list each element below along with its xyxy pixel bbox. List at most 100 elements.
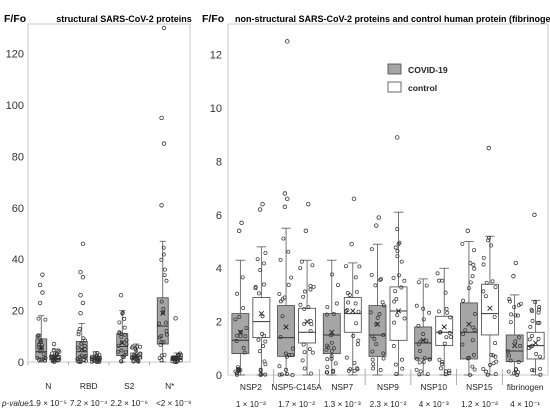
left-N-covid-point [37,349,42,354]
right-NSP5-C145A-covid-box [277,305,295,357]
left-N-control-point [49,354,54,359]
right-NSP5-C145A-control-outlier [306,201,311,207]
left-RBD-covid-outlier [80,275,86,280]
left-N*-covid-outlier [159,115,164,121]
left-N-covid-point [43,356,48,361]
left-p-value: <2 × 10⁻⁹ [156,399,192,408]
right-fibrinogen-control-point [533,300,538,305]
right-NSP5-C145A-control-point [301,342,306,347]
right-NSP10-control-mean-marker [441,324,447,330]
right-NSP9-control-point [402,278,407,283]
right-NSP7-covid-point [324,347,329,352]
left-N-control-point [52,358,57,363]
right-fibrinogen-control-point [538,366,543,371]
right-NSP7-covid-point [331,346,336,351]
right-NSP5-C145A-covid-point [284,371,289,376]
right-category-label: NSP10 [420,382,447,392]
left-N*-control-point [177,352,181,357]
left-S2-covid-point [123,350,128,355]
right-p-value: 1 × 10⁻² [236,400,266,409]
right-NSP10-covid-point [417,348,422,353]
left-N*-covid-point [161,306,166,311]
left-RBD-covid-point [76,329,81,334]
left-RBD-covid-point [79,341,84,346]
right-NSP10-control-point [443,290,448,295]
right-NSP15-covid-point [468,261,473,266]
right-NSP15-covid-point [463,328,468,333]
right-category-label: NSP5-C145A [271,382,322,392]
right-NSP5-C145A-control-point [298,302,303,307]
right-NSP9-covid-point [381,351,386,356]
right-category-label: NSP15 [466,382,493,392]
right-category-label: NSP7 [331,382,353,392]
right-fibrinogen-control-point [537,305,542,310]
right-NSP2-covid-point [243,334,248,339]
right-NSP15-control-point [492,314,497,319]
right-NSP7-control-point [352,368,357,373]
right-NSP10-covid-point [414,303,419,308]
right-p-value: 4 × 10⁻³ [419,400,449,409]
right-NSP9-covid-point [373,283,378,288]
left-RBD-control-point [97,356,102,361]
right-NSP9-control-point [400,366,405,371]
right-NSP15-control-point [484,294,488,299]
right-NSP2-control-point [263,372,268,377]
left-S2-covid-point [122,325,127,330]
right-NSP9-covid-point [377,312,382,317]
right-NSP10-covid-point [417,372,422,377]
right-NSP9-control-point [397,273,401,278]
left-S2-covid-point [119,348,124,353]
right-NSP2-control-point [255,257,260,262]
left-N-covid-point [36,342,41,347]
left-N*-covid-point [162,273,167,278]
right-NSP10-covid-point [416,323,421,328]
right-NSP15-covid-point [471,352,476,357]
left-RBD-covid-point [82,357,87,362]
left-RBD-covid-point [78,359,83,364]
left-S2-covid-point [119,340,124,345]
right-y-tick-label: 10 [210,103,222,115]
left-y-tick-label: 20 [12,306,24,318]
left-y-tick-label: 60 [12,203,24,215]
right-fibrinogen-control-point [537,320,542,325]
right-NSP15-control-outlier [486,145,491,151]
right-NSP15-covid-point [472,328,477,332]
right-NSP5-C145A-covid-outlier [282,191,288,196]
right-NSP5-C145A-covid-point [278,299,283,304]
right-NSP2-covid-point [233,317,238,322]
right-NSP2-control-point [258,268,263,272]
right-NSP2-covid-point [242,350,247,355]
right-NSP15-covid-outlier [465,228,470,234]
right-NSP9-control-box [389,286,408,341]
left-N*-covid-outlier [161,141,167,146]
left-RBD-covid-point [75,345,80,350]
right-NSP5-C145A-control-point [309,322,314,327]
right-fibrinogen-control-mean-marker [533,340,539,346]
right-NSP15-covid-point [472,248,477,252]
right-NSP7-control-point [348,367,353,372]
right-NSP7-control-point [344,355,349,360]
right-NSP2-control-outlier [260,201,265,207]
right-NSP7-covid-point [330,272,335,277]
right-fibrinogen-control-outlier [532,212,537,218]
right-y-tick-label: 2 [216,317,222,329]
right-NSP7-control-point [356,309,361,314]
right-NSP5-C145A-covid-point [284,367,288,372]
right-NSP9-control-point [395,254,400,259]
left-RBD-covid-outlier [78,310,83,316]
right-NSP7-covid-point [331,312,336,316]
right-NSP2-control-point [253,284,258,289]
right-NSP9-control-point [394,372,399,377]
left-S2-covid-point [117,330,122,335]
left-S2-covid-point [122,353,127,358]
left-N*-covid-outlier [161,25,167,31]
right-fibrinogen-control-point [530,309,535,314]
right-NSP9-covid-outlier [374,223,379,228]
left-S2-control-point [130,345,135,350]
left-N-covid-point [36,316,41,321]
legend-swatch-control [387,81,402,93]
right-NSP10-control-point [448,315,453,320]
left-N-covid-point [36,345,41,350]
left-S2-covid-point [119,334,124,339]
right-NSP2-covid-point [234,339,239,343]
